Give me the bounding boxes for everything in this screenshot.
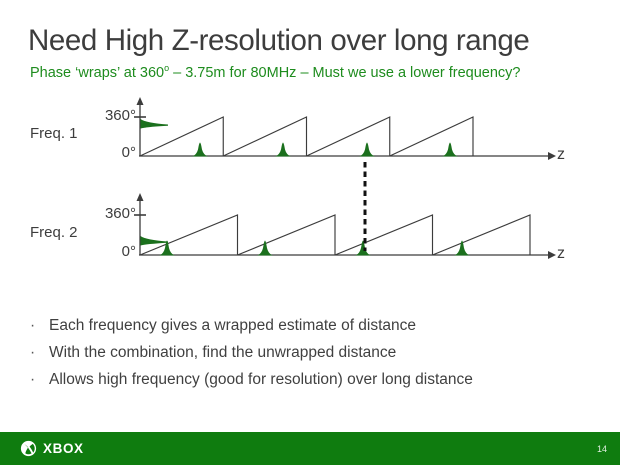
diagram-freq2 (134, 193, 556, 259)
phase-axis-marker (140, 119, 168, 129)
freq2-ymax-label: 360° (104, 205, 136, 222)
x-axis-arrowhead (548, 152, 556, 160)
freq1-xaxis-label: z (557, 146, 565, 163)
bullet-list: · Each frequency gives a wrapped estimate… (30, 312, 473, 393)
freq2-label: Freq. 2 (30, 224, 78, 241)
measurement-peak (275, 142, 291, 157)
sawtooth-wave (139, 116, 474, 157)
measurement-peak (257, 240, 273, 256)
freq2-ymin-label: 0° (121, 243, 136, 260)
bullet-marker: · (30, 317, 36, 334)
measurement-peak (159, 240, 175, 256)
diagram-freq1 (134, 97, 556, 160)
bullet-text: Each frequency gives a wrapped estimate … (49, 317, 417, 334)
freq2-xaxis-label: z (557, 245, 565, 262)
measurement-peak (359, 142, 375, 157)
measurement-peak (454, 240, 470, 256)
bullet-item: · With the combination, find the unwrappe… (30, 339, 473, 366)
bullet-item: · Each frequency gives a wrapped estimate… (30, 312, 473, 339)
bullet-item: · Allows high frequency (good for resolut… (30, 366, 473, 393)
sawtooth-wave (139, 214, 531, 256)
phase-axis-marker (140, 236, 168, 246)
subtitle-text: Phase ‘wraps’ at 360 (30, 65, 165, 81)
brand-wordmark: XBOX (43, 441, 84, 456)
xbox-brand: XBOX (20, 440, 84, 457)
bullet-text: Allows high frequency (good for resoluti… (49, 371, 473, 388)
footer-bar: XBOX 14 (0, 432, 620, 465)
freq1-label: Freq. 1 (30, 125, 78, 142)
y-axis-arrowhead (136, 97, 144, 105)
page-title: Need High Z-resolution over long range (28, 24, 530, 57)
slide-subtitle: Phase ‘wraps’ at 360o – 3.75m for 80MHz … (30, 63, 521, 81)
subtitle-text-continued: – 3.75m for 80MHz – Must we use a lower … (169, 65, 521, 81)
subtitle-superscript: o (164, 63, 170, 74)
bullet-text: With the combination, find the unwrapped… (49, 344, 397, 361)
xbox-sphere-icon (20, 440, 37, 457)
measurement-peak (442, 142, 458, 157)
measurement-peak (192, 142, 208, 157)
x-axis-arrowhead (548, 251, 556, 259)
freq1-ymax-label: 360° (104, 107, 136, 124)
freq1-ymin-label: 0° (121, 144, 136, 161)
page-number: 14 (596, 443, 607, 454)
measurement-peak (355, 240, 371, 256)
y-axis-arrowhead (136, 193, 144, 201)
bullet-marker: · (30, 371, 36, 388)
bullet-marker: · (30, 344, 36, 361)
